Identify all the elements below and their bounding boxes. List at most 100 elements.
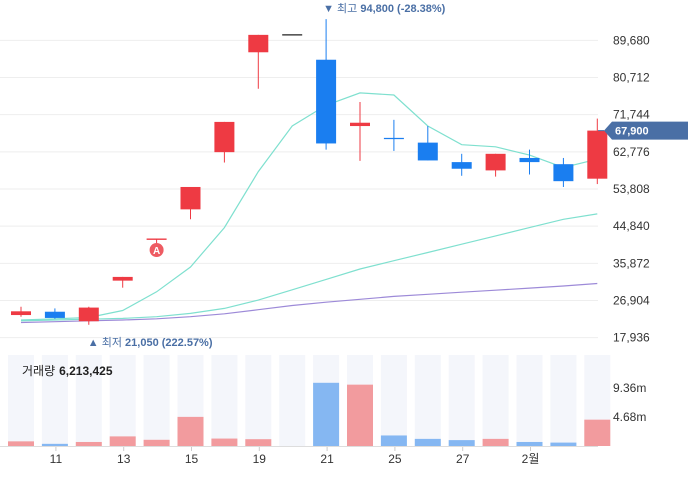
volume-bar: [584, 419, 611, 446]
ma5-line: [20, 92, 598, 321]
volume-bar: [245, 439, 272, 446]
volume-column-bg: [143, 355, 170, 446]
y-tick-label: 80,712: [613, 71, 650, 85]
volume-bar: [380, 435, 407, 446]
candle: [383, 119, 404, 151]
volume-bar: [75, 441, 102, 446]
volume-bars: [8, 382, 611, 446]
ma20-line: [20, 213, 598, 322]
volume-label-text: 거래량: [22, 364, 56, 378]
candle: [11, 306, 31, 317]
candle: [180, 186, 201, 220]
volume-axis: 9.36m 4.68m: [613, 381, 646, 424]
candle: [248, 34, 269, 89]
candle-body: [553, 164, 574, 182]
volume-bar: [482, 438, 509, 446]
candle-body: [587, 130, 608, 179]
volume-value: 6,213,425: [59, 364, 113, 378]
low-price-annotation: ▲ 최저 21,050 (222.57%): [88, 336, 213, 349]
volume-bar: [516, 441, 543, 446]
volume-tick-label: 9.36m: [613, 381, 646, 395]
volume-column-bg: [41, 355, 68, 446]
volume-bar: [448, 440, 475, 446]
x-tick-label: 27: [456, 452, 470, 466]
candle-body: [350, 122, 370, 127]
chart-annotations: ▼ 최고 94,800 (-28.38%) ▲ 최저 21,050 (222.57…: [88, 2, 446, 349]
price-tag-bg: [604, 121, 688, 140]
volume-column-bg: [245, 355, 272, 446]
candle-body: [180, 186, 201, 210]
current-price-label: 67,900: [615, 126, 649, 138]
date-axis: 11 13 15 19 21 25 27 2월: [0, 446, 598, 466]
volume-column-backgrounds: [8, 355, 611, 446]
volume-bar: [550, 442, 577, 446]
candle: [78, 306, 99, 325]
volume-column-bg: [448, 355, 475, 446]
candle-body: [214, 121, 235, 153]
volume-bar: [177, 416, 204, 446]
volume-bar: [143, 439, 170, 446]
volume-column-bg: [380, 355, 407, 446]
candle: [451, 153, 472, 176]
x-tick-label: 21: [320, 452, 334, 466]
y-tick-label: 62,776: [613, 145, 650, 159]
candle: [214, 121, 235, 163]
volume-column-bg: [109, 355, 136, 446]
candle-body: [248, 34, 269, 53]
y-tick-label: 44,840: [613, 219, 650, 233]
y-tick-label: 53,808: [613, 182, 650, 196]
candle: [587, 118, 608, 185]
volume-label: 거래량 6,213,425: [22, 362, 113, 379]
volume-column-bg: [211, 355, 238, 446]
candle: [44, 308, 65, 319]
candle: [553, 157, 574, 187]
candle: [519, 149, 540, 175]
x-tick-label: 15: [185, 452, 199, 466]
volume-bar: [8, 441, 34, 446]
candle: [417, 126, 438, 161]
volume-bar: [41, 443, 68, 446]
x-tick-label: 2월: [522, 452, 540, 466]
volume-bar: [313, 382, 340, 446]
candle: [485, 153, 506, 177]
volume-tick-label: 4.68m: [613, 410, 646, 424]
event-marker-label: A: [153, 246, 160, 257]
volume-bar: [211, 438, 238, 446]
price-axis: 89,680 80,712 71,744 62,776 53,808 44,840 35,8…: [613, 33, 650, 344]
candle: [350, 102, 370, 161]
y-tick-label: 26,904: [613, 294, 650, 308]
price-gridlines: [0, 39, 598, 339]
candle-body: [78, 307, 99, 322]
candle-body: [316, 59, 337, 144]
candle-body: [451, 162, 472, 169]
event-marker-icon[interactable]: A: [149, 243, 164, 257]
volume-bar: [414, 438, 441, 446]
volume-column-bg: [550, 355, 577, 446]
volume-bar: [347, 384, 373, 446]
volume-column-bg: [414, 355, 441, 446]
candle-body: [417, 142, 438, 161]
volume-column-bg: [8, 355, 34, 446]
x-tick-label: 13: [117, 452, 131, 466]
moving-average-lines: [20, 92, 598, 324]
y-tick-label: 35,872: [613, 256, 650, 270]
y-tick-label: 17,936: [613, 331, 650, 345]
x-tick-label: 19: [253, 452, 267, 466]
volume-column-bg: [516, 355, 543, 446]
volume-column-bg: [279, 355, 306, 446]
high-price-annotation: ▼ 최고 94,800 (-28.38%): [323, 2, 446, 15]
candle: [112, 276, 133, 288]
x-tick-label: 11: [50, 452, 63, 466]
ma60-line: [20, 282, 598, 324]
y-tick-label: 89,680: [613, 33, 650, 47]
current-price-tag: 67,900: [598, 121, 688, 140]
candle-body: [112, 276, 133, 281]
candle-body: [519, 157, 540, 163]
candle-body: [44, 311, 65, 318]
candle: [316, 19, 337, 150]
volume-bar: [109, 436, 136, 446]
y-tick-label: 71,744: [613, 108, 650, 122]
volume-column-bg: [75, 355, 102, 446]
candlesticks: [11, 19, 608, 325]
